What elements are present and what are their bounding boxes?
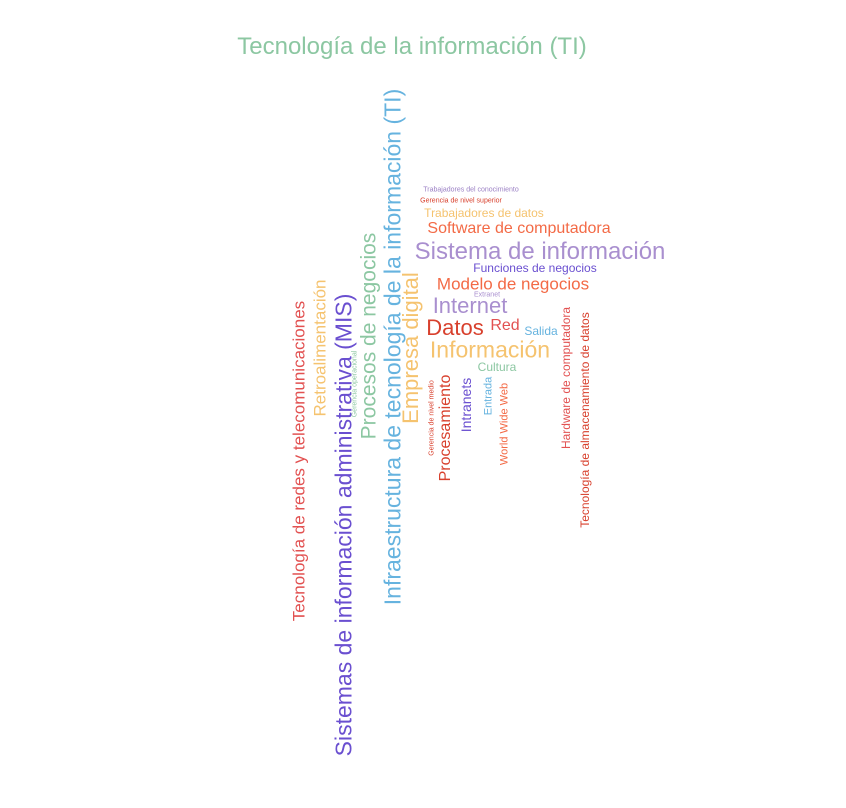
word-modelo-negocios: Modelo de negocios [436,274,590,294]
word-software-computadora: Software de computadora [427,220,611,237]
word-gerencia-operacional: Gerencia operacional [351,350,359,418]
word-tecnologia-informacion: Tecnología de la información (TI) [237,33,587,60]
word-salida: Salida [524,324,558,338]
word-gerencia-nivel-superior: Gerencia de nivel superior [420,197,502,205]
word-internet: Internet [432,293,508,318]
word-informacion: Información [429,336,551,363]
word-retroalimentacion: Retroalimentación [310,279,330,417]
word-trabajadores-datos: Trabajadores de datos [424,206,544,220]
word-red: Red [490,317,520,334]
word-procesamiento: Procesamiento [437,374,454,482]
word-tecnologia-almacenamiento: Tecnología de almacenamiento de datos [578,312,592,528]
word-funciones-negocios: Funciones de negocios [473,261,597,275]
word-procesos-negocios: Procesos de negocios [357,232,381,440]
word-hardware-computadora: Hardware de computadora [559,306,573,450]
word-trabajadores-conocimiento: Trabajadores del conocimiento [423,186,519,194]
word-datos: Datos [426,315,484,340]
word-empresa-digital: Empresa digital [398,272,423,424]
word-gerencia-nivel-medio: Gerencia de nivel medio [428,380,436,456]
word-intranets: Intranets [458,377,474,433]
word-sistema-informacion: Sistema de información [414,238,666,265]
word-cultura: Cultura [477,360,517,374]
word-extranet: Extranet [473,291,501,299]
word-entrada: Entrada [482,376,495,416]
word-world-wide-web: World Wide Web [498,382,511,466]
word-tecnologia-redes: Tecnología de redes y telecomunicaciones [289,300,309,622]
